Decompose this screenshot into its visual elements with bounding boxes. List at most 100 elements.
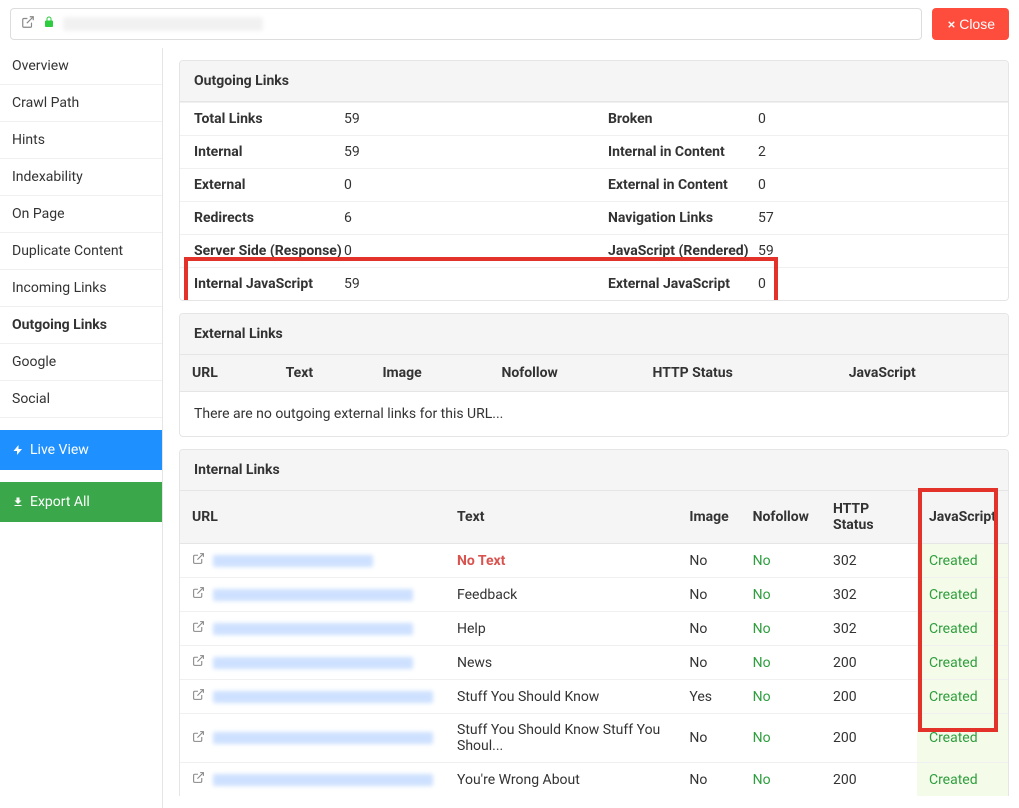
- close-icon: [946, 19, 957, 30]
- stat-value: 0: [758, 177, 994, 193]
- link-text: News: [445, 646, 677, 680]
- link-url-blurred[interactable]: [213, 555, 373, 567]
- sidebar-item-overview[interactable]: Overview: [0, 48, 162, 85]
- export-icon: [12, 496, 24, 508]
- sidebar: OverviewCrawl PathHintsIndexabilityOn Pa…: [0, 48, 163, 808]
- export-all-label: Export All: [30, 494, 90, 510]
- external-link-icon[interactable]: [192, 730, 205, 747]
- stat-label: Broken: [608, 111, 758, 127]
- link-text: No Text: [445, 544, 677, 578]
- external-link-icon[interactable]: [192, 688, 205, 705]
- link-text: Feedback: [445, 578, 677, 612]
- javascript-cell: Created: [917, 578, 1008, 612]
- column-header[interactable]: Text: [274, 355, 371, 392]
- link-text: Stuff You Should Know Stuff You Shoul...: [445, 714, 677, 763]
- nofollow-cell: No: [741, 680, 821, 714]
- http-status-cell: 200: [821, 714, 917, 763]
- sidebar-item-google[interactable]: Google: [0, 344, 162, 381]
- stat-value: 57: [758, 210, 994, 226]
- sidebar-item-hints[interactable]: Hints: [0, 122, 162, 159]
- link-url-blurred[interactable]: [213, 691, 433, 703]
- javascript-cell: Created: [917, 612, 1008, 646]
- http-status-cell: 302: [821, 544, 917, 578]
- stat-row: Internal in Content2: [594, 135, 1008, 168]
- link-url-blurred[interactable]: [213, 732, 433, 744]
- sidebar-item-outgoing-links[interactable]: Outgoing Links: [0, 307, 162, 344]
- link-url-blurred[interactable]: [213, 657, 413, 669]
- stat-row: Broken0: [594, 102, 1008, 135]
- column-header[interactable]: Image: [370, 355, 489, 392]
- lock-icon: [43, 16, 55, 32]
- external-link-icon[interactable]: [192, 552, 205, 569]
- url-bar[interactable]: [10, 8, 922, 40]
- column-header[interactable]: URL: [180, 491, 445, 544]
- column-header[interactable]: JavaScript: [917, 491, 1008, 544]
- live-view-button[interactable]: Live View: [0, 430, 162, 470]
- internal-links-table: URLTextImageNofollowHTTP StatusJavaScrip…: [180, 491, 1008, 796]
- live-view-label: Live View: [30, 442, 89, 458]
- stat-row: External0: [180, 168, 594, 201]
- external-link-icon[interactable]: [192, 620, 205, 637]
- link-text: Help: [445, 612, 677, 646]
- stat-label: JavaScript (Rendered): [608, 243, 758, 259]
- table-row: You're Wrong AboutNoNo200Created: [180, 763, 1008, 797]
- stat-label: Internal JavaScript: [194, 276, 344, 292]
- table-row: NewsNoNo200Created: [180, 646, 1008, 680]
- http-status-cell: 200: [821, 646, 917, 680]
- javascript-cell: Created: [917, 763, 1008, 797]
- column-header[interactable]: HTTP Status: [821, 491, 917, 544]
- stat-value: 6: [344, 210, 580, 226]
- link-url-blurred[interactable]: [213, 589, 413, 601]
- http-status-cell: 302: [821, 578, 917, 612]
- sidebar-item-crawl-path[interactable]: Crawl Path: [0, 85, 162, 122]
- external-link-icon[interactable]: [192, 586, 205, 603]
- column-header[interactable]: Image: [677, 491, 740, 544]
- bolt-icon: [12, 444, 24, 456]
- sidebar-item-on-page[interactable]: On Page: [0, 196, 162, 233]
- column-header[interactable]: Nofollow: [741, 491, 821, 544]
- link-url-blurred[interactable]: [213, 774, 433, 786]
- stat-value: 0: [344, 243, 580, 259]
- stat-row: Total Links59: [180, 102, 594, 135]
- external-empty-message: There are no outgoing external links for…: [180, 392, 1008, 436]
- image-cell: No: [677, 714, 740, 763]
- stat-row: Navigation Links57: [594, 201, 1008, 234]
- external-link-icon[interactable]: [192, 771, 205, 788]
- stat-row: External JavaScript0: [594, 267, 1008, 300]
- stat-value: 59: [344, 144, 580, 160]
- image-cell: Yes: [677, 680, 740, 714]
- link-url-blurred[interactable]: [213, 623, 413, 635]
- close-button[interactable]: Close: [932, 8, 1009, 40]
- http-status-cell: 200: [821, 680, 917, 714]
- sidebar-item-duplicate-content[interactable]: Duplicate Content: [0, 233, 162, 270]
- sidebar-item-incoming-links[interactable]: Incoming Links: [0, 270, 162, 307]
- javascript-cell: Created: [917, 646, 1008, 680]
- external-links-table: URLTextImageNofollowHTTP StatusJavaScrip…: [180, 355, 1008, 392]
- column-header[interactable]: Nofollow: [489, 355, 640, 392]
- stat-label: Redirects: [194, 210, 344, 226]
- column-header[interactable]: HTTP Status: [641, 355, 837, 392]
- column-header[interactable]: Text: [445, 491, 677, 544]
- stat-value: 59: [344, 111, 580, 127]
- nofollow-cell: No: [741, 544, 821, 578]
- nofollow-cell: No: [741, 763, 821, 797]
- sidebar-item-social[interactable]: Social: [0, 381, 162, 418]
- column-header[interactable]: JavaScript: [837, 355, 1008, 392]
- table-row: No TextNoNo302Created: [180, 544, 1008, 578]
- link-text: You're Wrong About: [445, 763, 677, 797]
- column-header[interactable]: URL: [180, 355, 274, 392]
- stat-row: Internal JavaScript59: [180, 267, 594, 300]
- export-all-button[interactable]: Export All: [0, 482, 162, 522]
- nofollow-cell: No: [741, 578, 821, 612]
- stat-row: Redirects6: [180, 201, 594, 234]
- image-cell: No: [677, 544, 740, 578]
- stat-label: Total Links: [194, 111, 344, 127]
- external-link-icon: [21, 15, 35, 33]
- external-link-icon[interactable]: [192, 654, 205, 671]
- sidebar-item-indexability[interactable]: Indexability: [0, 159, 162, 196]
- nofollow-cell: No: [741, 714, 821, 763]
- external-links-title: External Links: [180, 314, 1008, 355]
- stat-value: 2: [758, 144, 994, 160]
- main-content: Outgoing Links Total Links59Broken0Inter…: [163, 48, 1019, 808]
- stat-row: Internal59: [180, 135, 594, 168]
